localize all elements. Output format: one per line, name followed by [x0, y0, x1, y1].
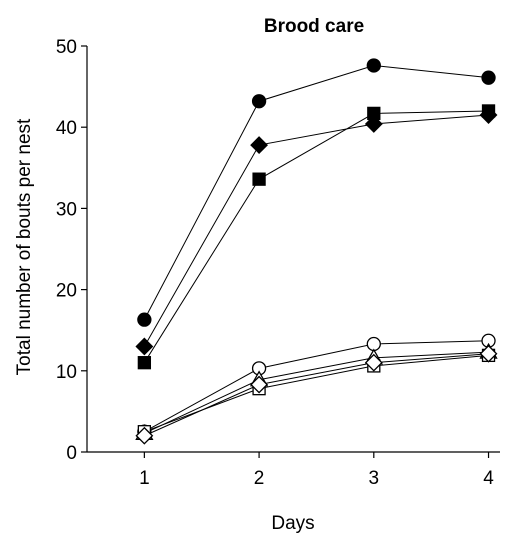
data-point-diamond: [135, 426, 154, 445]
series-line-3: [143, 110, 489, 363]
data-point-circle: [251, 94, 267, 109]
x-tick-label: 2: [254, 468, 265, 489]
y-ticks: 0 10 20 30 40 50: [56, 37, 87, 464]
data-point-square: [137, 356, 152, 370]
x-tick-label: 3: [369, 468, 380, 489]
y-tick-label: 50: [56, 37, 77, 58]
x-tick-label: 1: [139, 468, 150, 489]
data-point-square: [367, 106, 381, 121]
series-line-7: [144, 353, 489, 437]
series-line-4: [144, 340, 489, 433]
data-point-square: [481, 104, 496, 118]
y-tick-label: 30: [56, 199, 77, 220]
chart-title: Brood care: [264, 16, 364, 37]
y-axis-title: Total number of bouts per nest: [14, 118, 35, 375]
x-ticks: 1 2 3 4: [139, 452, 494, 489]
series-lines: [143, 64, 489, 437]
data-point-circle: [137, 312, 152, 327]
data-point-square: [252, 172, 266, 186]
series-markers: [135, 58, 498, 445]
x-axis-title: Days: [271, 513, 314, 534]
data-point-diamond: [250, 375, 269, 394]
data-point-circle: [481, 70, 496, 85]
series-line-1: [143, 64, 489, 320]
data-point-diamond: [250, 136, 269, 154]
data-point-diamond: [479, 344, 498, 363]
series-line-5: [144, 351, 489, 434]
y-tick-label: 10: [56, 362, 77, 383]
data-point-diamond: [135, 337, 154, 356]
series-line-6: [144, 354, 489, 433]
data-point-diamond: [364, 353, 383, 372]
axes: [86, 46, 500, 453]
y-tick-label: 20: [56, 281, 77, 302]
y-tick-label: 40: [56, 118, 77, 139]
y-tick-label: 0: [66, 443, 77, 464]
x-tick-label: 4: [483, 468, 494, 489]
data-point-circle: [366, 58, 381, 73]
series-line-2: [143, 114, 489, 347]
